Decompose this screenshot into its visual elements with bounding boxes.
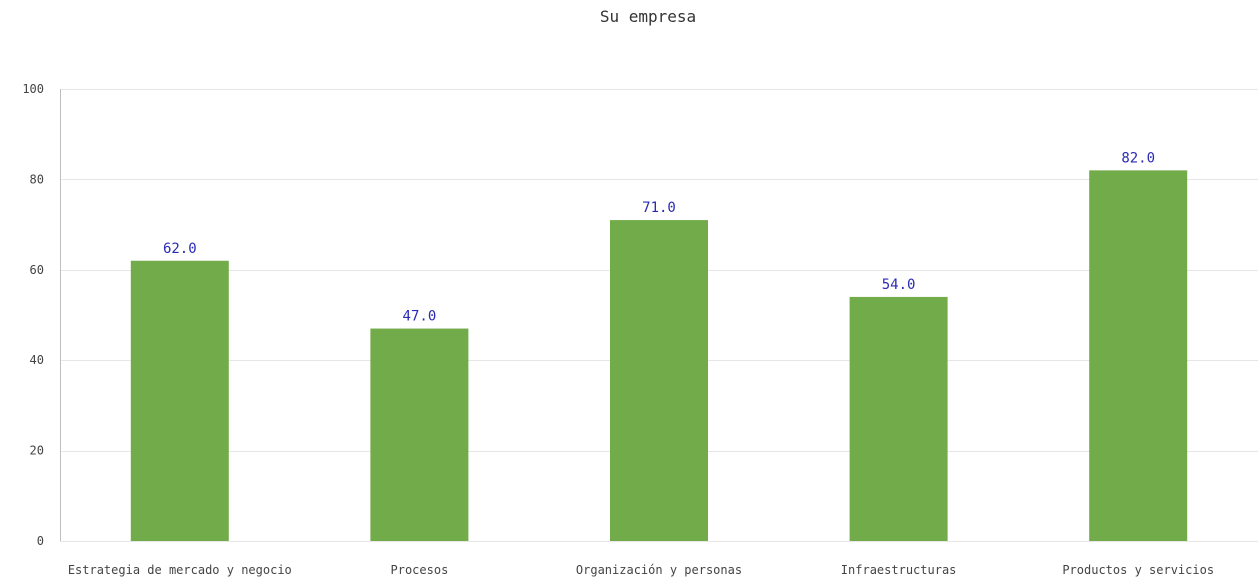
- x-axis-ticks: Estrategia de mercado y negocio Procesos O…: [68, 563, 1214, 577]
- x-tick-label: Infraestructuras: [841, 563, 957, 577]
- x-tick-label: Productos y servicios: [1062, 563, 1214, 577]
- y-tick-label: 100: [22, 82, 44, 96]
- x-tick-label: Estrategia de mercado y negocio: [68, 563, 292, 577]
- bar-value-label: 82.0: [1121, 150, 1155, 166]
- x-tick-label: Organización y personas: [576, 563, 742, 577]
- bar-value-label: 54.0: [882, 277, 916, 293]
- bar-value-label: 62.0: [163, 241, 197, 257]
- data-labels: 62.0 47.0 71.0 54.0 82.0: [163, 150, 1155, 324]
- bar: [610, 220, 708, 541]
- bars: [130, 170, 1188, 542]
- y-tick-label: 0: [37, 534, 44, 548]
- y-tick-label: 40: [30, 353, 44, 367]
- bar-value-label: 47.0: [403, 309, 437, 325]
- y-axis-ticks: 0 20 40 60 80 100: [22, 82, 44, 548]
- bar: [1089, 170, 1188, 542]
- bar-value-label: 71.0: [642, 200, 676, 216]
- bar: [130, 260, 229, 541]
- chart-title: Su empresa: [600, 7, 696, 26]
- x-tick-label: Procesos: [391, 563, 449, 577]
- bar: [370, 328, 469, 541]
- y-tick-label: 60: [30, 263, 44, 277]
- y-tick-label: 80: [30, 172, 44, 186]
- y-tick-label: 20: [30, 444, 44, 458]
- bar: [849, 296, 948, 541]
